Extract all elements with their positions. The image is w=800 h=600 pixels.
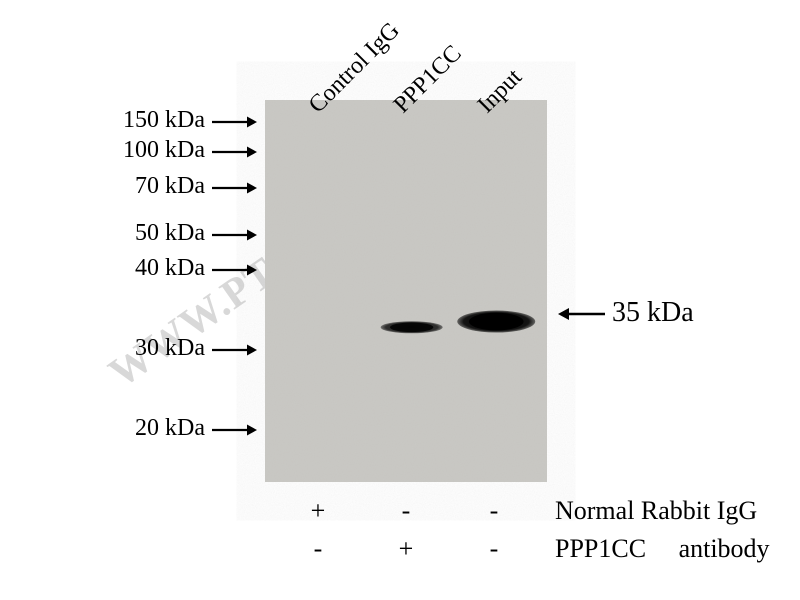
treatment-mark: + [304, 496, 332, 526]
mw-marker-50: 50 kDa [0, 220, 205, 247]
treatment-mark: + [392, 534, 420, 564]
treatment-mark: - [480, 496, 508, 526]
treatment-mark: - [304, 534, 332, 564]
treatment-mark: - [392, 496, 420, 526]
mw-marker-30: 30 kDa [0, 335, 205, 362]
mw-marker-100: 100 kDa [0, 137, 205, 164]
mw-marker-40: 40 kDa [0, 255, 205, 282]
band-size-annotation: 35 kDa [612, 297, 694, 329]
treatment-mark: - [480, 534, 508, 564]
mw-marker-20: 20 kDa [0, 415, 205, 442]
treatment-label-ppp1cc-ab: PPP1CC antibody [555, 534, 770, 564]
mw-marker-150: 150 kDa [0, 107, 205, 134]
treatment-label-normal-igg: Normal Rabbit IgG [555, 496, 757, 526]
mw-marker-70: 70 kDa [0, 173, 205, 200]
